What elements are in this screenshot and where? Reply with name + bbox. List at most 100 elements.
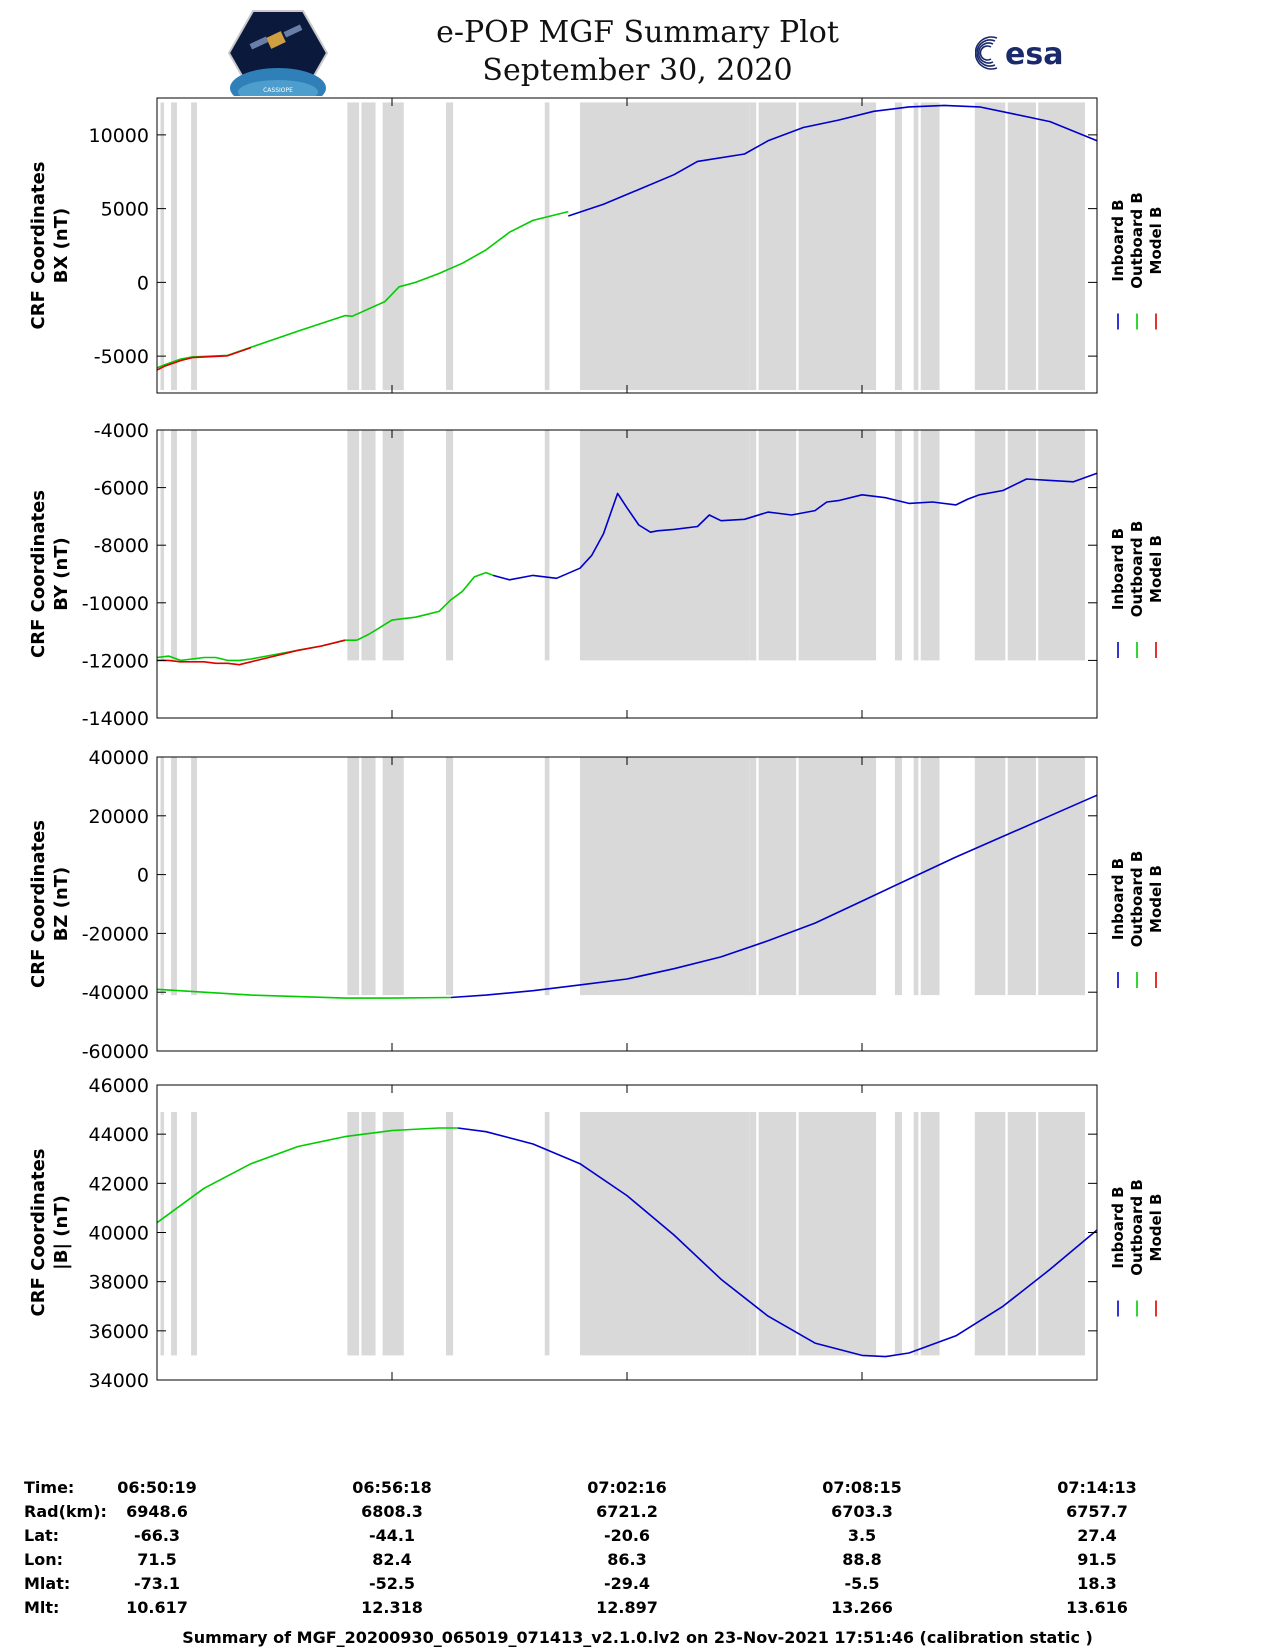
cassiope-logo-text: CASSIOPE	[263, 87, 293, 94]
data-gap-band	[913, 102, 919, 391]
y-axis-label-line-2: BZ (nT)	[51, 867, 72, 942]
series-line-inboard-b	[568, 104, 1098, 217]
data-gap-band	[160, 757, 165, 996]
series-line-outboard-b	[156, 988, 451, 999]
data-gap-band	[382, 102, 404, 391]
legend-label: Outboard B	[1128, 521, 1146, 618]
y-tick-label: -8000	[94, 535, 149, 557]
data-gap-band	[894, 430, 902, 661]
series-line-inboard-b	[492, 472, 1098, 581]
data-gap-band	[749, 102, 757, 391]
y-tick-label: 20000	[89, 806, 149, 828]
data-gap-band	[544, 102, 550, 391]
data-gap-band	[580, 102, 750, 391]
data-gap-band	[974, 1112, 1006, 1356]
y-axis-label-line-2: BX (nT)	[51, 208, 72, 283]
data-gap-band	[382, 1112, 404, 1356]
series-line-model-b	[157, 639, 346, 666]
series-line-outboard-b	[156, 210, 569, 369]
data-gap-band	[347, 102, 360, 391]
legend-label: Model B	[1147, 207, 1165, 275]
data-gap-band	[191, 102, 197, 391]
data-gap-band	[1007, 102, 1036, 391]
y-axis-label: CRF Coordinates BY (nT)	[28, 490, 72, 658]
data-gap-band	[446, 757, 454, 996]
legend-label: Model B	[1147, 865, 1165, 933]
y-tick-label: 46000	[89, 1075, 149, 1097]
esa-logo: esa	[975, 36, 1063, 72]
y-tick-label: -14000	[82, 708, 149, 730]
data-gap-band	[913, 430, 919, 661]
data-gap-band	[974, 430, 1006, 661]
data-gap-band	[920, 102, 940, 391]
data-gap-band	[171, 1112, 177, 1356]
data-gap-band	[544, 430, 550, 661]
y-axis-label: CRF Coordinates BX (nT)	[28, 162, 72, 330]
title-line-2: September 30, 2020	[482, 53, 793, 88]
data-gap-band	[361, 430, 376, 661]
data-gap-band	[1038, 102, 1085, 391]
data-gap-band	[544, 1112, 550, 1356]
series-line-outboard-b	[156, 571, 494, 662]
y-axis-label-line-2: BY (nT)	[51, 537, 72, 611]
y-tick-label: 0	[137, 272, 149, 294]
data-gap-band	[749, 1112, 757, 1356]
data-gap-band	[894, 757, 902, 996]
y-axis-label-line-1: CRF Coordinates	[28, 162, 49, 330]
data-gap-band	[361, 1112, 376, 1356]
panel-4: 34000 36000 38000 40000 42000 44000 46000 CRF C…	[28, 1075, 1165, 1392]
legend-label: Inboard B	[1109, 199, 1127, 281]
legend-label: Inboard B	[1109, 858, 1127, 940]
data-gap-band	[1038, 757, 1085, 996]
data-gap-band	[920, 430, 940, 661]
legend-label: Inboard B	[1109, 528, 1127, 610]
data-gap-band	[191, 430, 197, 661]
data-gap-band	[749, 757, 757, 996]
data-gap-band	[974, 102, 1006, 391]
y-axis-label-line-1: CRF Coordinates	[28, 490, 49, 658]
data-gap-band	[758, 757, 797, 996]
legend-label: Model B	[1147, 1194, 1165, 1262]
y-tick-label: 44000	[89, 1124, 149, 1146]
data-gap-band	[920, 757, 940, 996]
y-tick-label: 42000	[89, 1173, 149, 1195]
series-line-outboard-b	[156, 1127, 458, 1224]
y-tick-label: -6000	[94, 478, 149, 500]
data-gap-band	[160, 102, 165, 391]
y-tick-label: -40000	[82, 982, 149, 1004]
cassiope-mission-logo: CASSIOPE	[228, 10, 328, 96]
title-line-1: e-POP MGF Summary Plot	[436, 15, 839, 50]
esa-logo-text: esa	[1005, 37, 1063, 72]
series-line-inboard-b	[450, 794, 1098, 999]
data-gap-band	[798, 1112, 877, 1356]
y-tick-label: -20000	[82, 923, 149, 945]
y-tick-label: -4000	[94, 420, 149, 442]
data-gap-band	[347, 757, 360, 996]
data-gap-band	[446, 102, 454, 391]
legend-label: Outboard B	[1128, 851, 1146, 948]
y-axis-label: CRF Coordinates BZ (nT)	[28, 820, 72, 988]
series-line-model-b	[156, 346, 252, 371]
y-tick-label: 10000	[89, 125, 149, 147]
data-gap-band	[544, 757, 550, 996]
y-axis-label-line-2: |B| (nT)	[51, 1195, 72, 1270]
data-gap-band	[913, 1112, 919, 1356]
legend-label: Outboard B	[1128, 192, 1146, 289]
legend-label: Outboard B	[1128, 1179, 1146, 1276]
data-gap-band	[580, 757, 750, 996]
data-gap-band	[1007, 430, 1036, 661]
data-gap-band	[446, 1112, 454, 1356]
data-gap-band	[347, 430, 360, 661]
y-tick-label: 0	[137, 865, 149, 887]
data-gap-band	[171, 430, 177, 661]
data-gap-band	[920, 1112, 940, 1356]
y-tick-label: 36000	[89, 1321, 149, 1343]
y-tick-label: -10000	[82, 593, 149, 615]
data-gap-band	[191, 1112, 197, 1356]
panel-3: -60000 -40000 -20000 0 20000 40000 CRF Coordin…	[28, 747, 1165, 1063]
y-tick-label: 40000	[89, 1223, 149, 1245]
data-gap-band	[758, 102, 797, 391]
footer-summary: Summary of MGF_20200930_065019_071413_v2…	[182, 1628, 1093, 1647]
y-axis-label: CRF Coordinates |B| (nT)	[28, 1149, 72, 1317]
